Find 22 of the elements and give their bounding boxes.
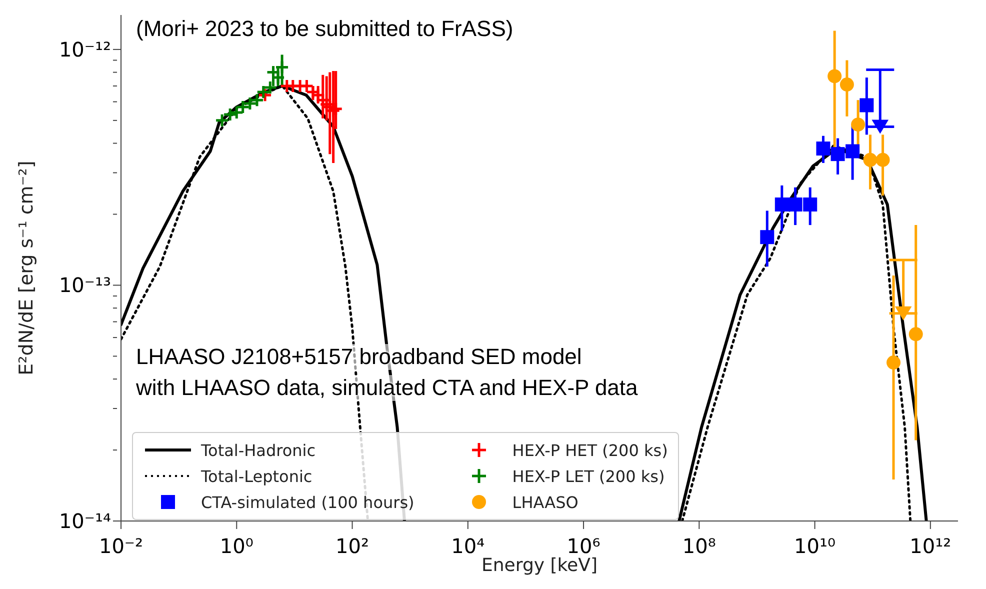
annotation: (Mori+ 2023 to be submitted to FrASS) [136, 16, 514, 42]
x-tick-label: 10⁰ [220, 534, 254, 558]
legend-label: CTA-simulated (100 hours) [201, 492, 414, 512]
x-tick-label: 10² [336, 534, 369, 558]
legend-label: Total-Hadronic [201, 440, 316, 460]
x-tick-label: 10⁻² [98, 534, 144, 558]
legend-label: HEX-P LET (200 ks) [512, 466, 665, 486]
x-tick-label: 10⁶ [566, 534, 600, 558]
x-tick-label: 10⁸ [682, 534, 716, 558]
legend-label: LHAASO [512, 492, 578, 512]
legend-label: Total-Leptonic [201, 466, 312, 486]
y-tick-label: 10⁻¹³ [58, 273, 111, 298]
y-tick-label: 10⁻¹⁴ [58, 509, 111, 533]
x-tick-label: 10¹⁰ [794, 534, 836, 558]
y-axis-title: E²dN/dE [erg s⁻¹ cm⁻²] [16, 160, 38, 376]
legend-label: HEX-P HET (200 ks) [512, 440, 668, 460]
x-tick-label: 10⁴ [451, 534, 485, 558]
annotation: with LHAASO data, simulated CTA and HEX-P data [136, 375, 638, 401]
annotation: LHAASO J2108+5157 broadband SED model [136, 344, 582, 370]
y-tick-label: 10⁻¹² [58, 37, 111, 62]
x-axis-title: Energy [keV] [482, 555, 598, 576]
x-tick-label: 10¹² [910, 534, 952, 558]
